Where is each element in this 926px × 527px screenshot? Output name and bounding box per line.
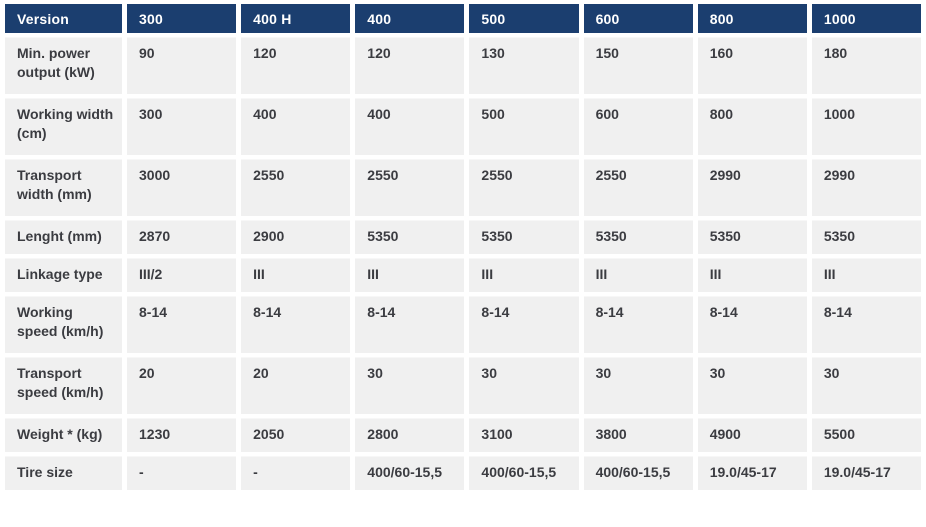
table-cell: 800: [697, 98, 807, 155]
table-cell: 5350: [583, 220, 693, 254]
table-cell: 19.0/45-17: [697, 456, 807, 490]
table-cell: -: [127, 456, 237, 490]
specification-table: Version 300 400 H 400 500 600 800 1000 Min. pow…: [5, 4, 921, 490]
table-row: Min. power output (kW) 90 120 120 130 150 160 1…: [5, 37, 921, 94]
table-cell: 20: [241, 357, 351, 414]
column-header: 400 H: [241, 4, 351, 33]
table-cell: 400: [355, 98, 465, 155]
table-cell: 3100: [469, 418, 579, 452]
table-cell: 400/60-15,5: [355, 456, 465, 490]
table-cell: 3000: [127, 159, 237, 216]
table-cell: 2900: [241, 220, 351, 254]
table-cell: 20: [127, 357, 237, 414]
column-header: 500: [469, 4, 579, 33]
table-cell: III: [355, 258, 465, 292]
table-cell: 30: [697, 357, 807, 414]
row-label: Linkage type: [5, 258, 122, 292]
spec-table-body: Min. power output (kW) 90 120 120 130 150 160 1…: [5, 37, 921, 490]
table-cell: III: [241, 258, 351, 292]
table-cell: 30: [583, 357, 693, 414]
table-cell: 4900: [697, 418, 807, 452]
table-cell: 30: [469, 357, 579, 414]
table-cell: 2550: [469, 159, 579, 216]
table-row: Working speed (km/h) 8-14 8-14 8-14 8-14 8-14…: [5, 296, 921, 353]
table-row: Transport width (mm) 3000 2550 2550 2550 2550…: [5, 159, 921, 216]
table-cell: -: [241, 456, 351, 490]
table-cell: 5500: [811, 418, 921, 452]
column-header: 1000: [811, 4, 921, 33]
table-cell: 19.0/45-17: [811, 456, 921, 490]
row-label: Min. power output (kW): [5, 37, 122, 94]
row-label: Tire size: [5, 456, 122, 490]
table-cell: 30: [811, 357, 921, 414]
table-cell: 8-14: [583, 296, 693, 353]
table-cell: 2870: [127, 220, 237, 254]
table-cell: 2990: [811, 159, 921, 216]
row-label: Weight * (kg): [5, 418, 122, 452]
table-cell: 8-14: [811, 296, 921, 353]
table-cell: 180: [811, 37, 921, 94]
table-cell: III: [697, 258, 807, 292]
table-cell: 2990: [697, 159, 807, 216]
column-header: 400: [355, 4, 465, 33]
header-row: Version 300 400 H 400 500 600 800 1000: [5, 4, 921, 33]
table-cell: III: [469, 258, 579, 292]
table-cell: 160: [697, 37, 807, 94]
table-row: Lenght (mm) 2870 2900 5350 5350 5350 5350 5350: [5, 220, 921, 254]
table-cell: 120: [241, 37, 351, 94]
table-cell: 600: [583, 98, 693, 155]
column-header: 800: [697, 4, 807, 33]
table-cell: 400/60-15,5: [469, 456, 579, 490]
table-cell: III: [583, 258, 693, 292]
row-label: Working speed (km/h): [5, 296, 122, 353]
table-cell: 1230: [127, 418, 237, 452]
table-cell: 8-14: [127, 296, 237, 353]
table-row: Tire size - -400/60-15,5 400/60-15,5 400/60-…: [5, 456, 921, 490]
table-cell: 30: [355, 357, 465, 414]
corner-header-version: Version: [5, 4, 122, 33]
table-cell: 2550: [241, 159, 351, 216]
table-row: Weight * (kg) 1230 2050 2800 3100 3800 4900 550…: [5, 418, 921, 452]
table-row: Linkage type III/2 III III III III III III: [5, 258, 921, 292]
table-cell: 1000: [811, 98, 921, 155]
table-cell: 8-14: [469, 296, 579, 353]
table-cell: 2800: [355, 418, 465, 452]
table-cell: 5350: [469, 220, 579, 254]
column-header: 600: [583, 4, 693, 33]
table-cell: III/2: [127, 258, 237, 292]
table-cell: 120: [355, 37, 465, 94]
table-cell: 8-14: [241, 296, 351, 353]
table-row: Working width (cm) 300 400 400 500 600 800 1000: [5, 98, 921, 155]
row-label: Transport width (mm): [5, 159, 122, 216]
table-cell: 3800: [583, 418, 693, 452]
table-cell: 400: [241, 98, 351, 155]
table-cell: 500: [469, 98, 579, 155]
table-cell: 5350: [355, 220, 465, 254]
table-cell: 8-14: [697, 296, 807, 353]
column-header: 300: [127, 4, 237, 33]
table-cell: 2550: [583, 159, 693, 216]
table-cell: III: [811, 258, 921, 292]
table-cell: 5350: [697, 220, 807, 254]
row-label: Lenght (mm): [5, 220, 122, 254]
row-label: Working width (cm): [5, 98, 122, 155]
row-label: Transport speed (km/h): [5, 357, 122, 414]
table-cell: 150: [583, 37, 693, 94]
table-cell: 90: [127, 37, 237, 94]
table-cell: 5350: [811, 220, 921, 254]
table-cell: 8-14: [355, 296, 465, 353]
table-cell: 300: [127, 98, 237, 155]
table-cell: 2050: [241, 418, 351, 452]
table-row: Transport speed (km/h) 20 20 30 30 30 30 30: [5, 357, 921, 414]
table-cell: 130: [469, 37, 579, 94]
spec-table-head: Version 300 400 H 400 500 600 800 1000: [5, 4, 921, 33]
table-cell: 2550: [355, 159, 465, 216]
table-cell: 400/60-15,5: [583, 456, 693, 490]
